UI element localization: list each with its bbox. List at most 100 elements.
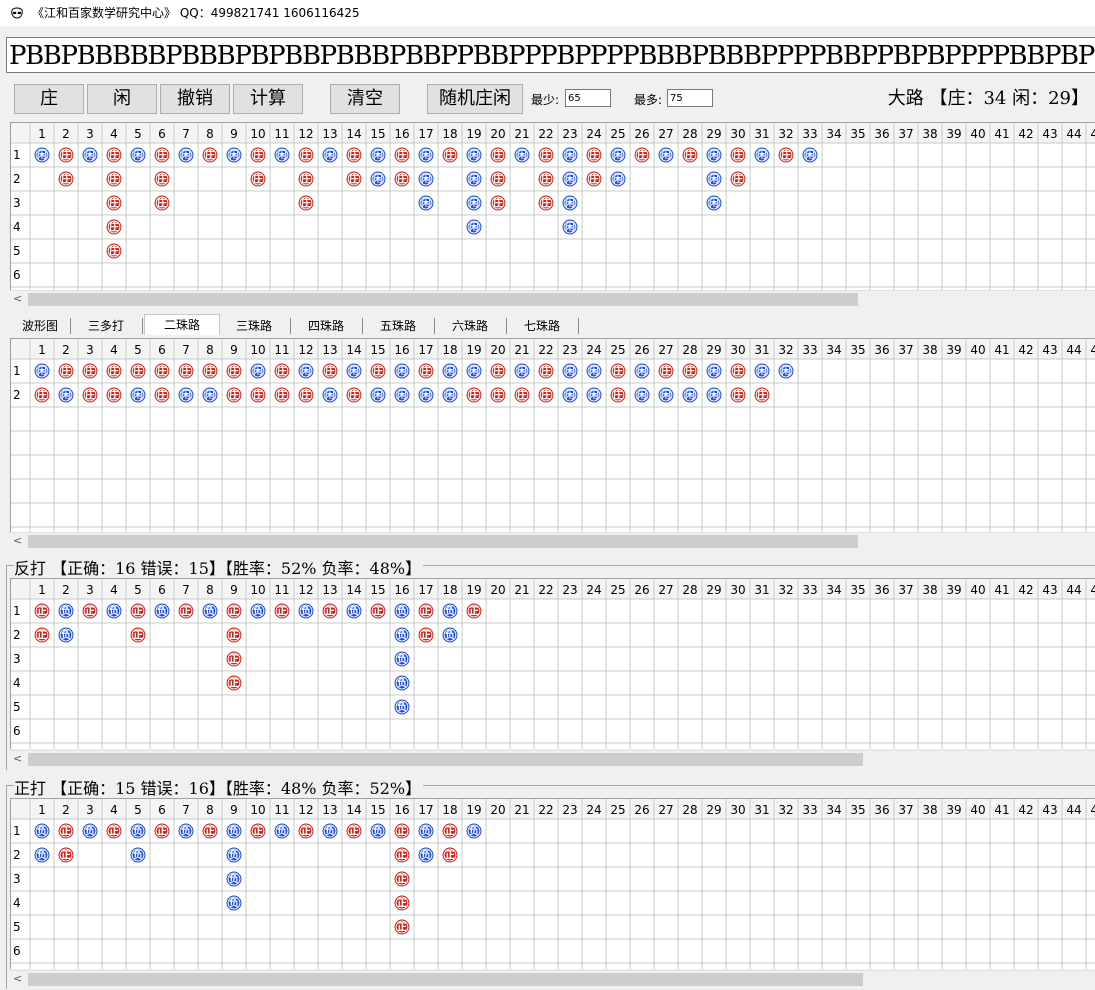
marker-circle (442, 387, 458, 403)
marker-ring (419, 364, 433, 378)
marker-ring (419, 172, 433, 186)
player-marker: 闲 (562, 195, 578, 211)
marker-circle (634, 147, 650, 163)
banker-marker: 庄 (154, 387, 170, 403)
column-number: 33 (802, 127, 817, 141)
reverse-scrollbar[interactable]: < (10, 750, 1095, 768)
marker-ring (395, 848, 409, 862)
marker-label: 负 (397, 629, 407, 642)
scroll-thumb[interactable] (28, 753, 863, 766)
tab-three-multi[interactable]: 三多打 (70, 318, 143, 334)
scroll-left-icon[interactable]: < (13, 972, 23, 985)
column-number: 26 (634, 803, 649, 817)
scroll-thumb[interactable] (28, 973, 863, 986)
column-number: 26 (634, 583, 649, 597)
marker-circle (394, 603, 410, 619)
tab-strip: 波形图 三多打 二珠路 三珠路 四珠路 五珠路 六珠路 七珠路 (10, 314, 1095, 336)
wrong-marker: 负 (226, 895, 242, 911)
marker-circle (394, 651, 410, 667)
marker-ring (683, 148, 697, 162)
big-road-grid[interactable]: 1 2 3 4 5 6 7 8 9 10 11 12 13 14 15 16 17 18 19 20 21 22 23 24 2… (10, 122, 1095, 291)
marker-label: 闲 (805, 149, 815, 162)
marker-ring (203, 364, 217, 378)
marker-circle (418, 363, 434, 379)
marker-circle (418, 147, 434, 163)
column-number: 44 (1066, 583, 1081, 597)
forward-grid[interactable]: 1 2 3 4 5 6 7 8 9 10 11 12 13 14 15 16 17 18 19 20 21 22 23 24 2… (10, 798, 1095, 969)
calculate-button[interactable]: 计算 (233, 84, 303, 114)
banker-marker: 庄 (730, 171, 746, 187)
undo-button[interactable]: 撤销 (160, 84, 230, 114)
marker-circle (394, 699, 410, 715)
marker-ring (395, 652, 409, 666)
reverse-grid[interactable]: 1 2 3 4 5 6 7 8 9 10 11 12 13 14 15 16 17 18 19 20 21 22 23 24 2… (10, 578, 1095, 749)
random-button[interactable]: 随机庄闲 (427, 84, 523, 114)
column-number: 27 (658, 803, 673, 817)
marker-label: 庄 (253, 149, 263, 162)
grid-header-background (11, 339, 1095, 359)
marker-circle (130, 603, 146, 619)
tab-six-bead[interactable]: 六珠路 (434, 318, 507, 334)
bead-road-scrollbar[interactable]: < (10, 532, 1095, 550)
banker-button[interactable]: 庄 (14, 84, 84, 114)
marker-label: 负 (349, 605, 359, 618)
player-marker: 闲 (754, 147, 770, 163)
scroll-thumb[interactable] (28, 535, 858, 548)
column-number: 9 (230, 803, 238, 817)
tab-five-bead[interactable]: 五珠路 (362, 318, 435, 334)
column-number: 9 (230, 583, 238, 597)
player-button[interactable]: 闲 (87, 84, 157, 114)
marker-label: 负 (133, 849, 143, 862)
clear-button[interactable]: 清空 (330, 84, 400, 114)
row-number: 5 (13, 700, 21, 714)
marker-circle (634, 387, 650, 403)
wrong-marker: 负 (466, 823, 482, 839)
marker-circle (514, 363, 530, 379)
player-marker: 闲 (370, 171, 386, 187)
tab-three-bead[interactable]: 三珠路 (218, 318, 291, 334)
marker-circle (106, 387, 122, 403)
marker-circle (706, 147, 722, 163)
wrong-marker: 负 (274, 823, 290, 839)
player-marker: 闲 (658, 147, 674, 163)
column-number: 12 (298, 343, 313, 357)
sequence-input[interactable]: PBBPBBBBBPBBBPBPBBPBBBPBBPPBBPPPBPPPPBBB… (6, 37, 1095, 73)
marker-label: 闲 (685, 389, 695, 402)
column-number: 24 (586, 803, 601, 817)
marker-label: 负 (421, 849, 431, 862)
marker-ring (395, 896, 409, 910)
marker-circle (130, 847, 146, 863)
marker-ring (203, 388, 217, 402)
marker-ring (251, 604, 265, 618)
marker-label: 闲 (565, 365, 575, 378)
player-marker: 闲 (370, 387, 386, 403)
bead-road-grid[interactable]: 1 2 3 4 5 6 7 8 9 10 11 12 13 14 15 16 17 18 19 20 21 22 23 24 2… (10, 338, 1095, 533)
banker-marker: 庄 (154, 147, 170, 163)
max-input[interactable] (667, 89, 713, 107)
row-number: 1 (13, 364, 21, 378)
column-number: 7 (182, 803, 190, 817)
tab-seven-bead[interactable]: 七珠路 (506, 318, 579, 334)
scroll-thumb[interactable] (28, 293, 858, 306)
tab-two-bead[interactable]: 二珠路 (144, 314, 220, 335)
marker-ring (755, 148, 769, 162)
marker-circle (682, 147, 698, 163)
tab-four-bead[interactable]: 四珠路 (290, 318, 363, 334)
forward-scrollbar[interactable]: < (10, 970, 1095, 990)
player-marker: 闲 (706, 147, 722, 163)
marker-circle (34, 627, 50, 643)
scroll-left-icon[interactable]: < (13, 292, 23, 305)
tab-waveform[interactable]: 波形图 (10, 318, 71, 334)
scroll-left-icon[interactable]: < (13, 534, 23, 547)
marker-ring (131, 824, 145, 838)
marker-label: 庄 (253, 389, 263, 402)
min-input[interactable] (565, 89, 611, 107)
column-number: 26 (634, 343, 649, 357)
marker-ring (779, 364, 793, 378)
marker-ring (227, 676, 241, 690)
marker-label: 庄 (613, 389, 623, 402)
column-number: 5 (134, 127, 142, 141)
marker-label: 负 (421, 825, 431, 838)
big-road-scrollbar[interactable]: < (10, 290, 1095, 308)
scroll-left-icon[interactable]: < (13, 752, 23, 765)
